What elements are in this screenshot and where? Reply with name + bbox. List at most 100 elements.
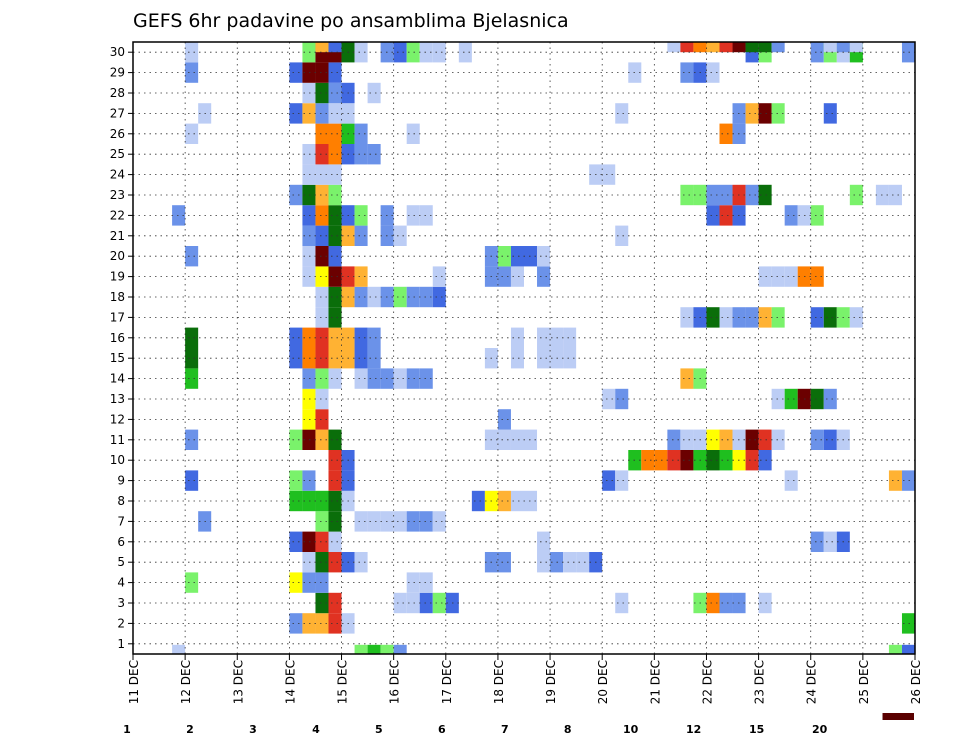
heatmap-cell bbox=[315, 103, 329, 124]
heatmap-cell bbox=[537, 266, 551, 287]
heatmap-cell bbox=[510, 266, 524, 287]
heatmap-cell bbox=[315, 511, 329, 532]
heatmap-cell bbox=[354, 511, 368, 532]
y-tick-label: 14 bbox=[110, 372, 125, 386]
heatmap-cell bbox=[615, 470, 629, 491]
heatmap-cell bbox=[823, 531, 837, 552]
heatmap-cell bbox=[172, 205, 186, 226]
heatmap-cell bbox=[810, 531, 824, 552]
heatmap-cell bbox=[367, 327, 381, 348]
heatmap-cell bbox=[719, 450, 733, 471]
y-tick-label: 13 bbox=[110, 392, 125, 406]
heatmap-cell bbox=[328, 225, 342, 246]
heatmap-cell bbox=[315, 348, 329, 369]
y-tick-label: 8 bbox=[117, 494, 125, 508]
heatmap-cell bbox=[784, 470, 798, 491]
y-tick-label: 29 bbox=[110, 66, 125, 80]
heatmap-cell bbox=[680, 368, 694, 389]
colorbar-label: 5 bbox=[375, 723, 383, 736]
heatmap-cell bbox=[406, 368, 420, 389]
heatmap-cell bbox=[602, 164, 616, 185]
heatmap-cell bbox=[563, 348, 577, 369]
heatmap-cell bbox=[185, 348, 199, 369]
heatmap-cell bbox=[563, 552, 577, 573]
heatmap-cell bbox=[185, 368, 199, 389]
heatmap-cell bbox=[354, 327, 368, 348]
heatmap-cell bbox=[901, 42, 915, 63]
heatmap-cell bbox=[406, 42, 420, 63]
colorbar-label: 10 bbox=[623, 723, 639, 736]
heatmap-cell bbox=[706, 184, 720, 206]
heatmap-cell bbox=[810, 307, 824, 328]
x-tick-label: 11 DEC bbox=[127, 660, 141, 704]
heatmap-cell bbox=[185, 246, 199, 267]
heatmap-cell bbox=[315, 42, 329, 53]
y-tick-label: 6 bbox=[117, 535, 125, 549]
heatmap-cell bbox=[328, 531, 342, 552]
colorbar-label: 4 bbox=[312, 723, 320, 736]
heatmap-cell bbox=[185, 327, 199, 348]
y-tick-label: 12 bbox=[110, 412, 125, 426]
y-tick-label: 28 bbox=[110, 86, 125, 100]
heatmap-cell bbox=[771, 266, 785, 287]
heatmap-cell bbox=[458, 42, 472, 63]
colorbar-label: 6 bbox=[438, 723, 446, 736]
heatmap-cell bbox=[393, 286, 407, 308]
heatmap-cell bbox=[758, 42, 772, 53]
heatmap-cell bbox=[524, 490, 538, 512]
heatmap-cell bbox=[745, 307, 759, 328]
heatmap-cell bbox=[615, 103, 629, 124]
heatmap-cell bbox=[315, 592, 329, 614]
heatmap-cell bbox=[380, 644, 394, 654]
heatmap-cell bbox=[393, 592, 407, 614]
heatmap-cell bbox=[667, 450, 681, 471]
heatmap-cell bbox=[302, 327, 316, 348]
heatmap-cell bbox=[758, 450, 772, 471]
heatmap-cell bbox=[654, 450, 668, 471]
heatmap-cell bbox=[719, 592, 733, 614]
heatmap-cell bbox=[706, 307, 720, 328]
x-tick-label: 16 DEC bbox=[388, 660, 402, 704]
colorbar-swatch bbox=[882, 713, 914, 720]
heatmap-cell bbox=[823, 429, 837, 450]
x-tick-label: 22 DEC bbox=[701, 660, 715, 704]
y-axis: 1234567891011121314151617181920212223242… bbox=[110, 45, 133, 651]
heatmap-cell bbox=[302, 82, 316, 104]
heatmap-cell bbox=[315, 144, 329, 165]
heatmap-cell bbox=[432, 266, 446, 287]
y-tick-label: 18 bbox=[110, 290, 125, 304]
heatmap-cell bbox=[302, 368, 316, 389]
y-tick-label: 11 bbox=[110, 433, 125, 447]
y-tick-label: 20 bbox=[110, 249, 125, 263]
heatmap-cell bbox=[354, 205, 368, 226]
heatmap-cell bbox=[328, 82, 342, 104]
heatmap-cell bbox=[706, 62, 720, 83]
heatmap-cell bbox=[823, 103, 837, 124]
heatmap-cell bbox=[328, 103, 342, 124]
heatmap-cell bbox=[758, 266, 772, 287]
heatmap-cell bbox=[328, 511, 342, 532]
heatmap-cell bbox=[289, 490, 303, 512]
heatmap-cell bbox=[901, 644, 915, 654]
heatmap-cell bbox=[289, 613, 303, 634]
y-tick-label: 23 bbox=[110, 188, 125, 202]
y-tick-label: 7 bbox=[117, 514, 125, 528]
colorbar-label: 1 bbox=[123, 723, 131, 736]
colorbar-label: 7 bbox=[501, 723, 509, 736]
heatmap-cell bbox=[315, 184, 329, 206]
heatmap-cell bbox=[315, 429, 329, 450]
heatmap-cell bbox=[432, 592, 446, 614]
heatmap-cell bbox=[784, 205, 798, 226]
heatmap-cell bbox=[784, 266, 798, 287]
colorbar-label: 2 bbox=[186, 723, 194, 736]
heatmap-cell bbox=[602, 470, 616, 491]
heatmap-cell bbox=[419, 572, 433, 593]
heatmap-cell bbox=[354, 644, 368, 654]
heatmap-cell bbox=[497, 246, 511, 267]
heatmap-cell bbox=[823, 42, 837, 53]
heatmap-cell bbox=[497, 409, 511, 430]
heatmap-cell bbox=[328, 184, 342, 206]
heatmap-cell bbox=[419, 205, 433, 226]
heatmap-cell bbox=[524, 429, 538, 450]
heatmap-cell bbox=[185, 429, 199, 450]
